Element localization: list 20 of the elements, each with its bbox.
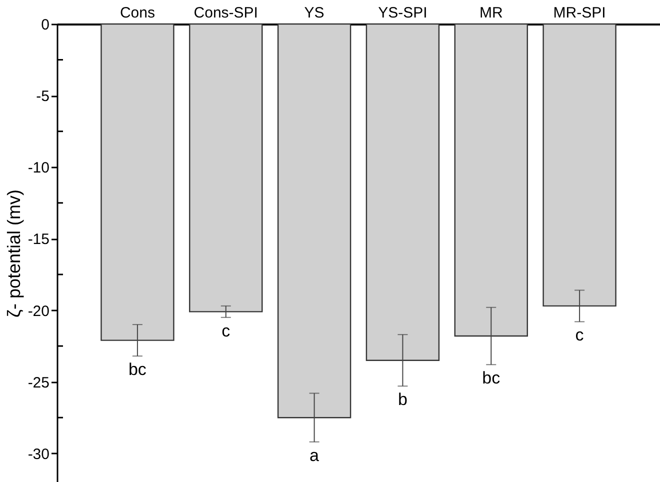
y-tick-label: -10 xyxy=(28,160,50,177)
annotation: c xyxy=(222,321,231,340)
annotation: a xyxy=(310,446,320,465)
y-tick-label: -15 xyxy=(28,231,50,248)
x-tick-label: YS-SPI xyxy=(378,4,428,22)
x-tick-label: MR-SPI xyxy=(553,4,606,22)
y-axis-title: ζ- potential (mv) xyxy=(4,190,24,318)
x-tick-label: Cons-SPI xyxy=(194,4,258,22)
annotation: bc xyxy=(482,368,501,388)
y-tick-label: -25 xyxy=(28,374,50,392)
y-tick-label: -5 xyxy=(36,88,50,106)
y-tick-label: -20 xyxy=(28,302,50,320)
annotation: bc xyxy=(128,360,147,380)
x-tick-label: Cons xyxy=(120,4,155,22)
y-tick-label: 0 xyxy=(41,16,50,34)
x-tick-label: MR xyxy=(479,4,503,22)
x-tick-label: YS xyxy=(304,4,324,22)
annotation: b xyxy=(398,390,408,410)
annotation: c xyxy=(575,326,584,345)
y-tick-label: -30 xyxy=(28,446,50,463)
